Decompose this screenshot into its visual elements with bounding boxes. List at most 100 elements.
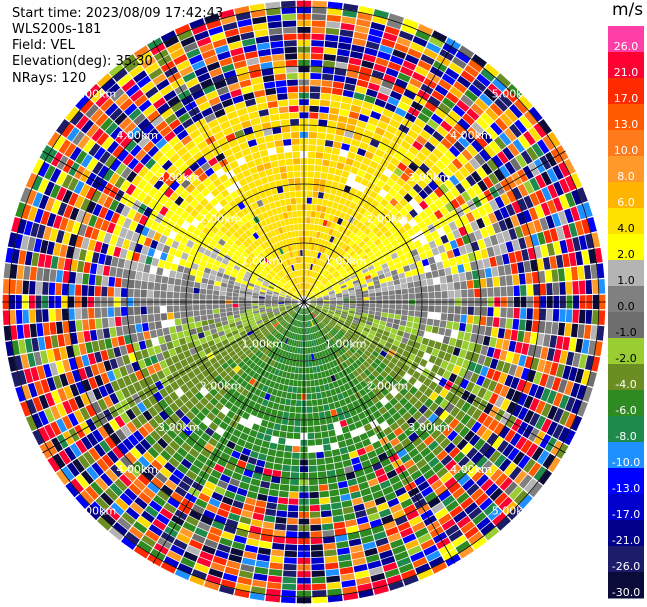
range-gate: [104, 487, 119, 502]
range-gate: [104, 255, 113, 266]
range-gate: [173, 285, 181, 292]
range-gate: [481, 428, 493, 442]
range-gate: [466, 447, 478, 460]
range-gate: [293, 305, 299, 310]
range-gate: [494, 454, 507, 468]
range-gate: [323, 536, 336, 544]
range-gate: [128, 324, 137, 334]
range-gate: [245, 294, 252, 298]
range-gate: [128, 220, 138, 232]
range-gate: [372, 579, 388, 589]
range-gate: [323, 444, 332, 452]
range-gate: [319, 253, 324, 260]
range-gate: [306, 290, 310, 297]
range-gate: [261, 440, 270, 449]
range-gate: [237, 360, 246, 369]
range-gate: [492, 276, 500, 287]
range-gate: [462, 478, 475, 491]
range-gate: [325, 463, 335, 471]
range-gate: [107, 287, 115, 297]
range-gate: [162, 327, 170, 336]
range-gate: [518, 237, 527, 250]
range-gate: [179, 292, 187, 299]
range-gate: [104, 436, 117, 450]
range-gate: [358, 336, 365, 343]
range-gate: [214, 485, 226, 496]
range-gate: [471, 183, 483, 196]
range-gate: [215, 341, 224, 349]
range-gate: [288, 419, 295, 426]
range-gate: [285, 295, 292, 299]
range-gate: [179, 200, 189, 210]
range-gate: [346, 207, 354, 216]
range-gate: [290, 311, 296, 317]
range-gate: [132, 342, 141, 352]
range-gate: [164, 445, 176, 456]
range-gate: [379, 362, 387, 370]
range-gate: [77, 134, 91, 150]
range-gate: [132, 211, 143, 223]
range-gate: [559, 350, 568, 365]
range-gate: [332, 201, 339, 210]
range-gate: [322, 320, 328, 326]
range-gate: [314, 251, 319, 258]
range-gate: [345, 359, 352, 367]
range-gate: [585, 279, 593, 295]
range-gate: [305, 354, 309, 361]
range-gate: [308, 354, 312, 361]
range-gate: [460, 94, 474, 107]
range-gate: [431, 30, 448, 43]
range-gate: [322, 437, 330, 445]
range-gate: [307, 321, 310, 328]
range-gate: [219, 397, 228, 406]
range-gate: [412, 322, 420, 330]
range-gate: [322, 219, 328, 227]
range-gate: [126, 170, 138, 183]
range-gate: [481, 215, 492, 227]
range-gate: [480, 131, 493, 144]
range-gate: [423, 544, 438, 556]
range-gate: [399, 320, 407, 327]
range-gate: [442, 370, 452, 380]
range-gate: [284, 550, 297, 558]
range-gate: [358, 113, 370, 123]
range-gate: [247, 314, 254, 319]
range-gate: [426, 424, 437, 435]
range-gate: [266, 274, 273, 280]
range-gate: [291, 346, 296, 353]
range-gate: [318, 275, 324, 282]
range-gate: [475, 455, 488, 469]
range-gate: [522, 209, 533, 223]
range-gate: [285, 298, 292, 301]
range-gate: [147, 482, 160, 494]
range-gate: [310, 277, 314, 284]
range-gate: [477, 354, 486, 365]
range-gate: [254, 566, 269, 575]
range-gate: [206, 304, 213, 310]
range-gate: [280, 363, 286, 371]
range-gate: [50, 255, 59, 269]
range-gate: [487, 83, 502, 97]
range-gate: [74, 308, 82, 320]
range-gate: [335, 309, 342, 313]
range-gate: [47, 131, 61, 148]
range-gate: [287, 425, 294, 433]
range-gate: [367, 333, 375, 340]
range-gate: [294, 313, 299, 320]
range-gate: [393, 151, 404, 162]
range-gate: [375, 332, 383, 339]
range-gate: [128, 270, 137, 280]
range-gate: [310, 244, 315, 251]
range-gate: [352, 132, 363, 141]
range-gate: [306, 374, 310, 381]
range-gate: [286, 294, 292, 298]
range-gate: [349, 145, 359, 154]
range-gate: [293, 326, 297, 333]
range-gate: [327, 286, 334, 291]
range-gate: [101, 307, 108, 318]
range-gate: [300, 341, 303, 348]
range-gate: [356, 306, 363, 310]
range-gate: [358, 522, 371, 532]
range-gate: [453, 510, 468, 523]
range-gate: [380, 38, 396, 49]
